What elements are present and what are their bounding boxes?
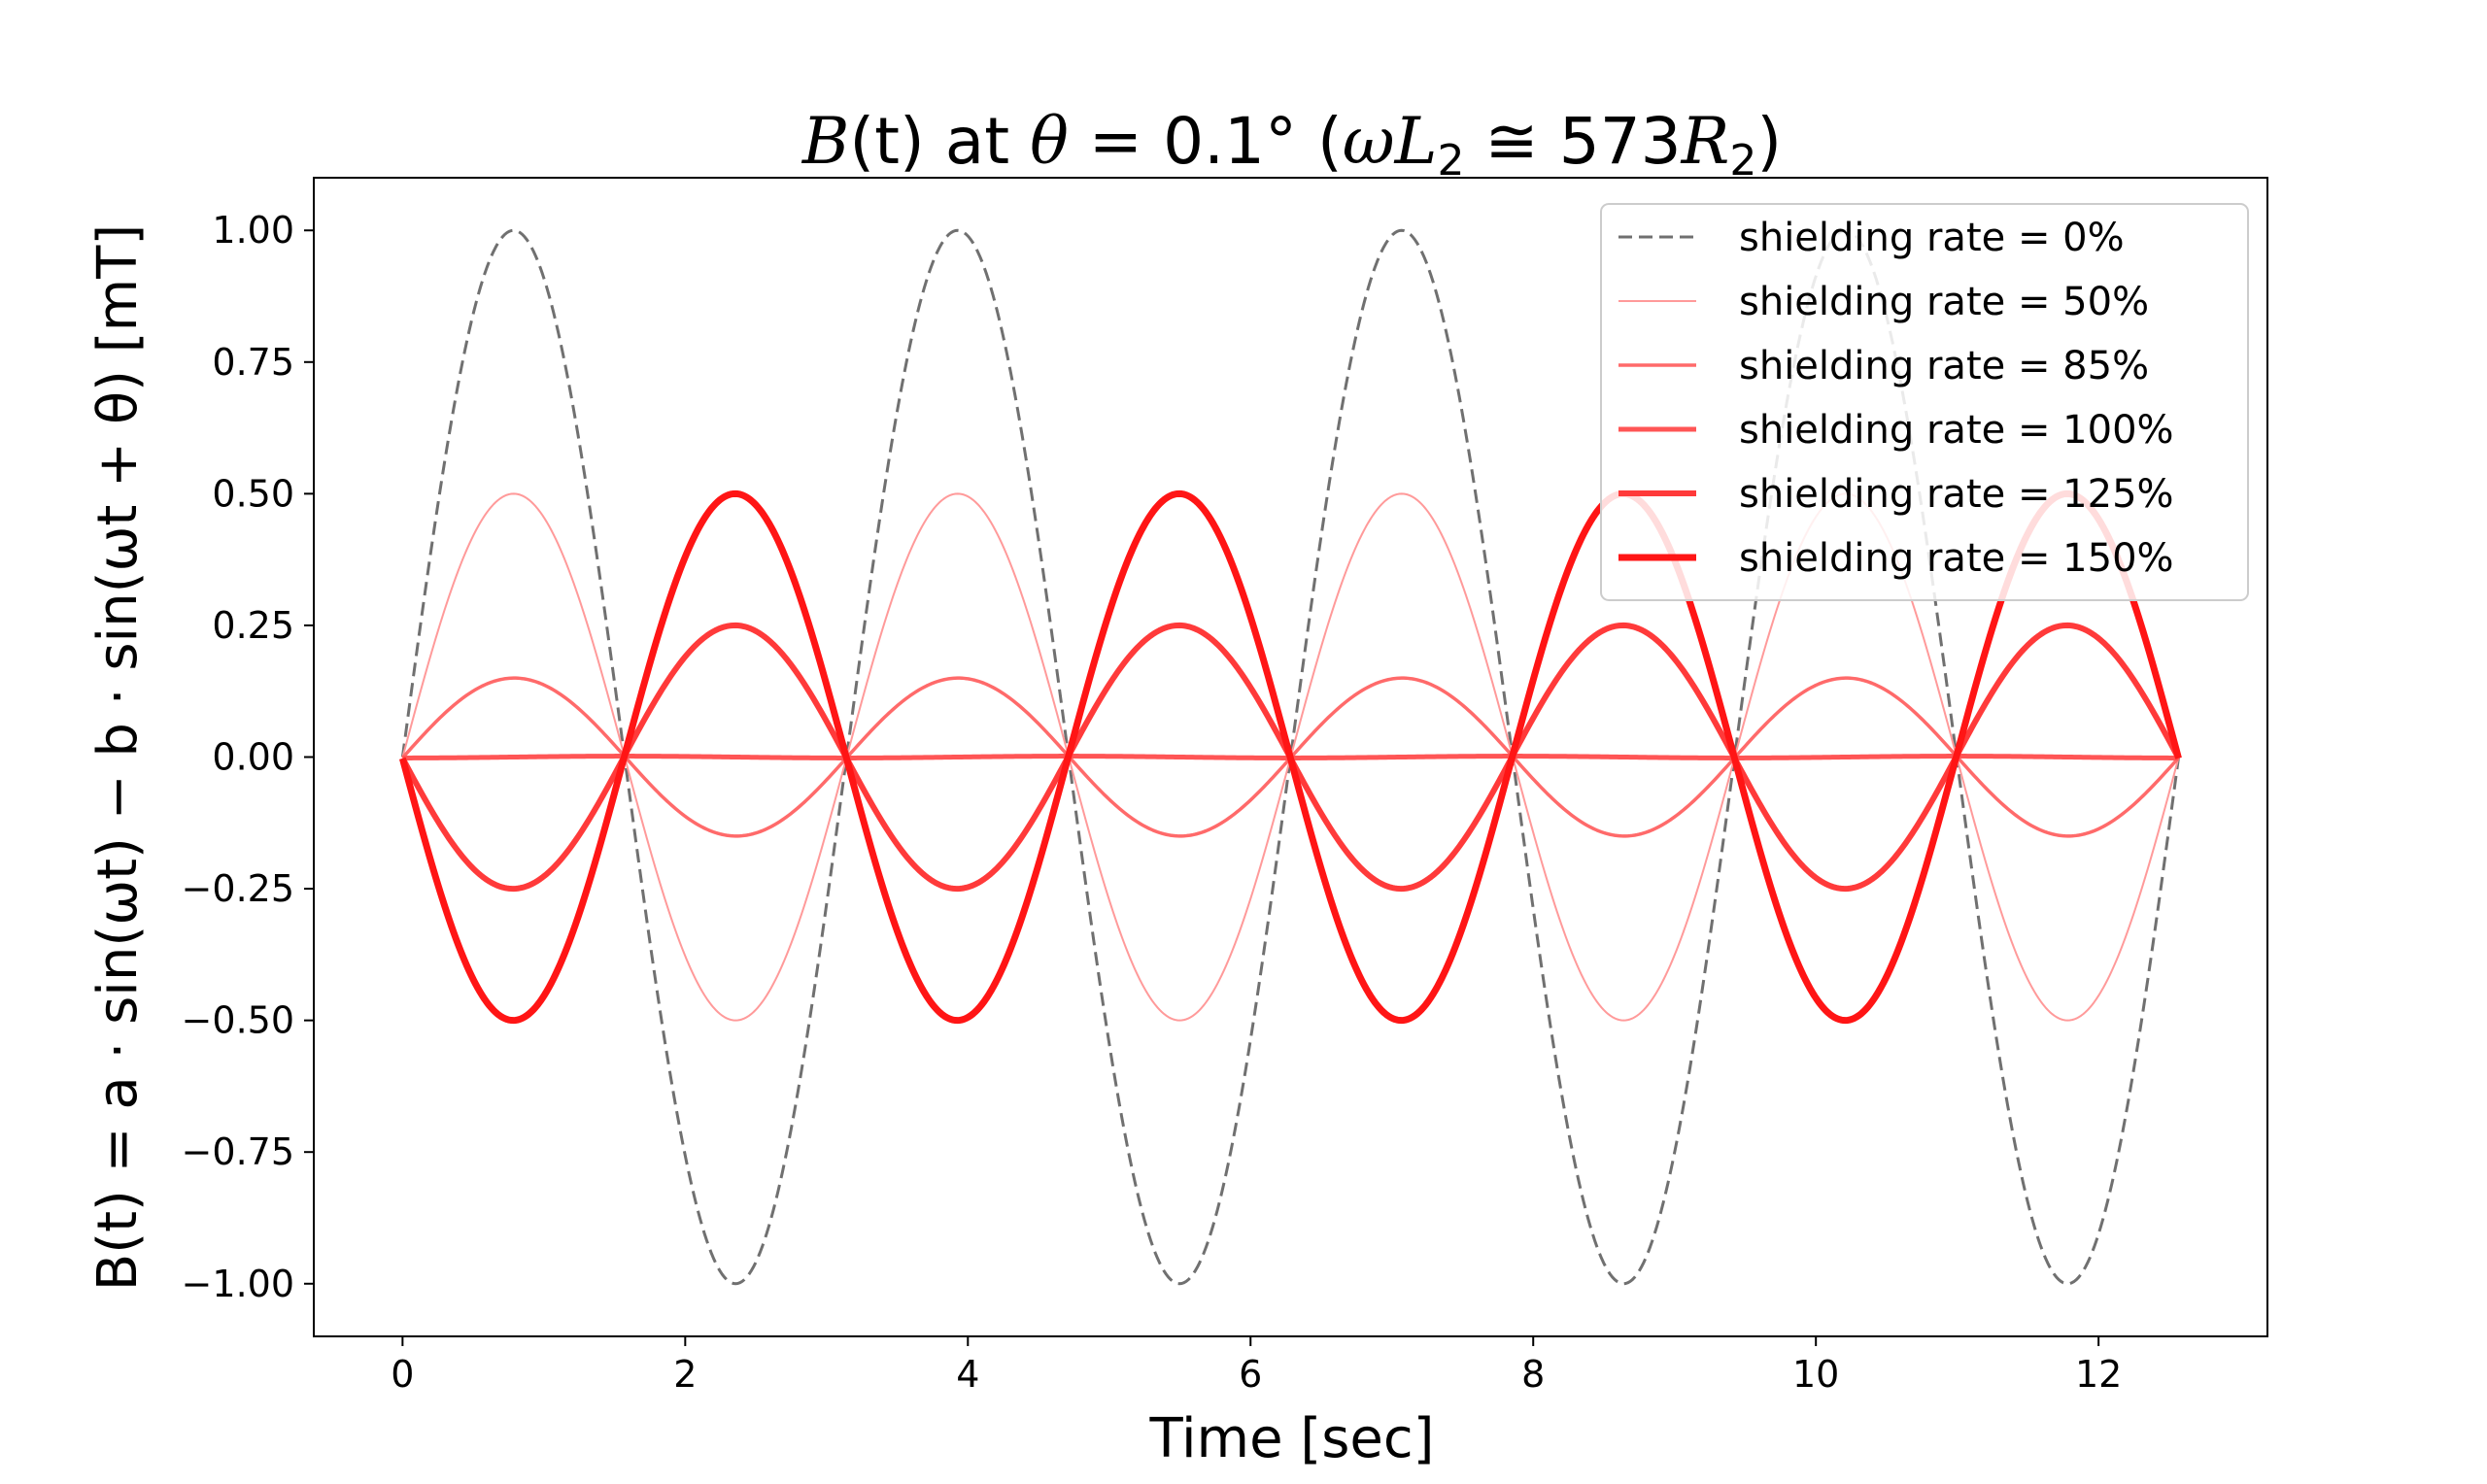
- y-tick-label: 0.75: [212, 341, 294, 384]
- legend-label: shielding rate = 0%: [1739, 216, 2125, 260]
- x-tick-label: 10: [1792, 1353, 1839, 1396]
- legend-box: [1600, 203, 2249, 601]
- x-tick-label: 4: [956, 1353, 979, 1396]
- legend-label: shielding rate = 125%: [1739, 472, 2174, 517]
- y-tick-label: 0.00: [212, 736, 294, 779]
- legend-label: shielding rate = 50%: [1739, 280, 2149, 324]
- x-tick-label: 0: [391, 1353, 414, 1396]
- y-tick-label: 0.25: [212, 604, 294, 647]
- y-tick-label: 1.00: [212, 209, 294, 252]
- x-axis-ticks: 0 2 4 6 8 10 12: [391, 1336, 2122, 1396]
- legend-label: shielding rate = 85%: [1739, 344, 2149, 388]
- x-tick-label: 12: [2075, 1353, 2122, 1396]
- x-tick-label: 8: [1521, 1353, 1545, 1396]
- y-axis-label: B(t) = a · sin(ωt) − b · sin(ωt + θ) [mT…: [86, 224, 150, 1291]
- series-line-rate-150: [398, 489, 2182, 1025]
- legend-label: shielding rate = 100%: [1739, 408, 2174, 453]
- x-tick-label: 2: [673, 1353, 697, 1396]
- x-tick-label: 6: [1239, 1353, 1262, 1396]
- legend-label: shielding rate = 150%: [1739, 536, 2174, 581]
- y-tick-label: −0.50: [182, 999, 294, 1042]
- y-tick-label: 0.50: [212, 472, 294, 515]
- legend: shielding rate = 0% shielding rate = 50% s…: [1600, 203, 2249, 601]
- y-tick-label: −1.00: [182, 1263, 294, 1305]
- x-axis-label: Time [sec]: [1149, 1407, 1435, 1470]
- y-tick-label: −0.25: [182, 867, 294, 910]
- chart-title: B(t) at θ = 0.1° (ωL2 ≅ 573R2): [801, 104, 1782, 186]
- y-axis-ticks: 1.00 0.75 0.50 0.25 0.00 −0.25 −0.50 −0.75 −1.00: [182, 209, 314, 1305]
- y-tick-label: −0.75: [182, 1130, 294, 1173]
